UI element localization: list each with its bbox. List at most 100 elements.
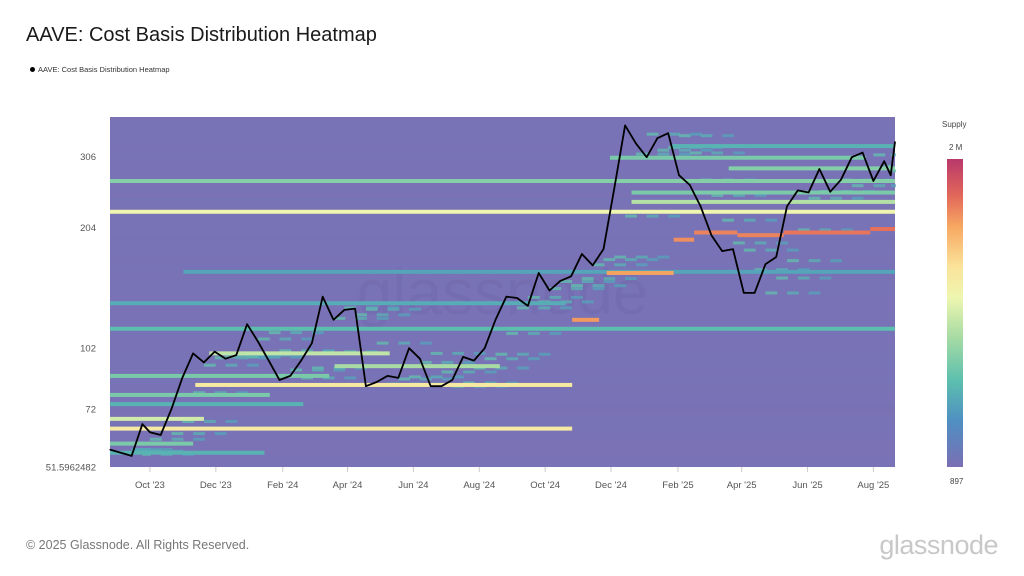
cost-basis-band [572, 317, 600, 322]
cost-basis-trail-cell [311, 366, 324, 370]
cost-basis-trail-cell [290, 355, 303, 359]
cost-basis-trail-cell [657, 148, 670, 152]
cost-basis-trail-cell [430, 351, 443, 355]
cost-basis-trail-cell [301, 337, 313, 341]
price-point [883, 160, 885, 162]
cost-basis-trail-cell [560, 306, 573, 310]
cost-basis-trail-cell [830, 259, 843, 263]
heatmap-row [110, 369, 895, 373]
cost-basis-trail-cell [797, 228, 810, 232]
price-point [130, 455, 133, 457]
cost-basis-band [728, 166, 895, 171]
cost-basis-trail-cell [527, 295, 540, 299]
cost-basis-trail-cell [657, 152, 670, 156]
y-tick-label: 102 [80, 344, 96, 355]
price-point [473, 359, 475, 362]
price-point [376, 381, 378, 383]
cost-basis-trail-cell [376, 316, 389, 320]
heatmap-row [110, 409, 895, 413]
price-point [890, 174, 892, 176]
price-point [851, 156, 853, 158]
heatmap-row [110, 129, 895, 133]
cost-basis-band [110, 441, 194, 446]
price-point [311, 342, 313, 344]
heatmap-row [110, 197, 895, 201]
price-point [332, 319, 335, 321]
x-tick-label: Feb '24 [267, 480, 298, 491]
cost-basis-trail-cell [193, 432, 205, 436]
cost-basis-trail-cell [668, 132, 681, 136]
x-tick-label: Aug '25 [857, 480, 889, 491]
cost-basis-trail-cell [160, 448, 173, 452]
heatmap-row [110, 341, 895, 345]
cost-basis-trail-cell [290, 331, 303, 335]
cost-basis-trail-cell [743, 218, 756, 222]
cost-basis-trail-cell [441, 360, 454, 364]
colorbar-title: Supply [942, 120, 967, 129]
cost-basis-trail-cell [301, 376, 313, 380]
cost-basis-trail-cell [614, 263, 627, 267]
cost-basis-trail-cell [322, 376, 335, 380]
heatmap-row [110, 465, 895, 469]
cost-basis-trail-cell [149, 448, 162, 452]
cost-basis-trail-cell [776, 241, 789, 245]
cost-basis-trail-cell [236, 391, 249, 395]
price-point [818, 168, 821, 170]
price-point [602, 248, 605, 250]
cost-basis-trail-cell [247, 363, 259, 367]
cost-basis-trail-cell [527, 357, 540, 361]
cost-basis-trail-cell [571, 287, 583, 291]
cost-basis-trail-cell [668, 214, 681, 218]
cost-basis-trail-cell [592, 263, 605, 267]
cost-basis-trail-cell [890, 184, 896, 188]
x-tick-label: Jun '24 [398, 480, 428, 491]
cost-basis-trail-cell [290, 368, 303, 372]
price-point [462, 356, 464, 358]
price-point [354, 307, 356, 310]
heatmap-row [110, 177, 895, 181]
heatmap-row [110, 133, 895, 137]
cost-basis-trail-cell [657, 255, 670, 259]
cost-basis-band [110, 402, 304, 407]
price-point [581, 253, 583, 255]
cost-basis-band [110, 450, 265, 455]
price-point [559, 280, 561, 282]
cost-basis-trail-cell [873, 153, 886, 157]
heatmap-row [110, 281, 895, 285]
cost-basis-trail-cell [765, 248, 778, 252]
cost-basis-band [631, 199, 895, 204]
cost-basis-trail-cell [257, 337, 270, 341]
cost-basis-trail-cell [743, 248, 756, 252]
cost-basis-trail-cell [376, 313, 389, 317]
watermark: glassnode [357, 256, 649, 328]
cost-basis-band [110, 373, 330, 378]
colorbar-min-label: 897 [950, 477, 964, 486]
glassnode-logo[interactable]: glassnode [879, 530, 998, 560]
price-point [451, 379, 453, 381]
heatmap-row [110, 173, 895, 177]
heatmap-row [110, 229, 895, 233]
cost-basis-trail-cell [625, 258, 637, 262]
cost-basis-trail-cell [311, 331, 324, 335]
price-point [700, 205, 702, 207]
cost-basis-band [670, 144, 895, 149]
heatmap-row [110, 333, 895, 337]
cost-basis-trail-cell [765, 218, 778, 222]
cost-basis-trail-cell [463, 370, 475, 374]
heatmap-row [110, 433, 895, 437]
cost-basis-trail-cell [776, 268, 789, 272]
x-tick-label: Oct '23 [135, 480, 165, 491]
heatmap-row [110, 189, 895, 193]
heatmap-row [110, 413, 895, 417]
cost-basis-trail-cell [527, 331, 540, 335]
x-tick-label: Aug '24 [463, 480, 495, 491]
cost-basis-trail-cell [765, 291, 778, 295]
cost-basis-trail-cell [214, 391, 227, 395]
cost-basis-trail-cell [841, 228, 853, 232]
price-point [678, 174, 680, 176]
heatmap-row [110, 225, 895, 229]
cost-basis-trail-cell [398, 341, 411, 345]
cost-basis-trail-cell [484, 370, 497, 374]
legend[interactable]: AAVE: Cost Basis Distribution Heatmap [30, 65, 170, 74]
